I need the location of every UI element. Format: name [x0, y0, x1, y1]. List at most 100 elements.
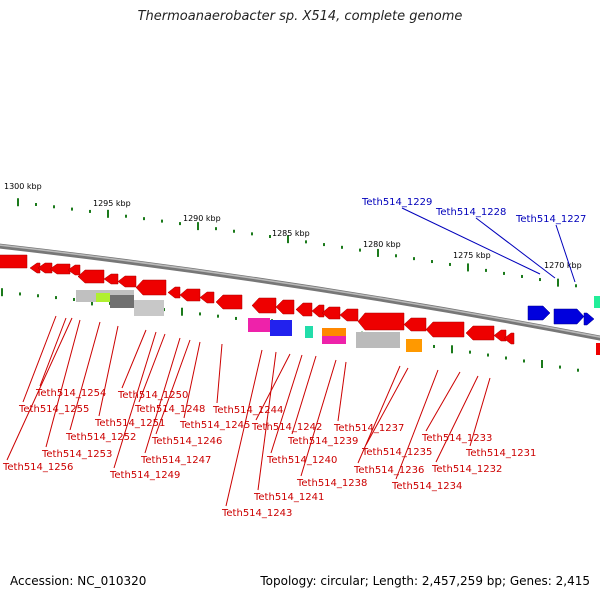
feature-block [270, 320, 292, 336]
outer-scale-ticks [17, 198, 577, 288]
label-leader [216, 343, 223, 404]
label-leader [425, 371, 461, 432]
gene-label[interactable]: Teth514_1244 [212, 405, 283, 416]
gene-arrow[interactable] [199, 291, 215, 304]
label-leader [469, 377, 491, 447]
gene-label[interactable]: Teth514_1242 [251, 422, 322, 433]
gene-arrow[interactable] [465, 325, 495, 341]
gene-arrow[interactable] [357, 312, 405, 331]
scale-label: 1285 kbp [272, 229, 310, 238]
gene-label[interactable]: Teth514_1249 [109, 470, 180, 481]
label-leader [357, 365, 401, 464]
gene-label[interactable]: Teth514_1227 [515, 214, 586, 225]
gene-label[interactable]: Teth514_1234 [391, 481, 462, 492]
gene-arrow[interactable] [339, 308, 359, 322]
gene-label[interactable]: Teth514_1231 [465, 448, 536, 459]
scale-label: 1300 kbp [4, 182, 42, 191]
gene-arrow[interactable] [49, 263, 71, 275]
accession-text: Accession: NC_010320 [10, 574, 147, 588]
scale-label: 1290 kbp [183, 214, 221, 223]
gene-label[interactable]: Teth514_1252 [65, 432, 136, 443]
label-leader [435, 375, 479, 463]
gene-label[interactable]: Teth514_1247 [140, 455, 211, 466]
gene-arrow[interactable] [275, 299, 295, 315]
scale-label: 1275 kbp [453, 251, 491, 260]
gene-arrow[interactable] [295, 302, 313, 317]
feature-block [110, 295, 134, 308]
label-leader [39, 317, 67, 387]
label-leader [337, 361, 347, 422]
gene-label[interactable]: Teth514_1229 [361, 197, 432, 208]
gene-label[interactable]: Teth514_1250 [117, 390, 188, 401]
gene-arrow[interactable] [77, 269, 105, 284]
gene-label[interactable]: Teth514_1236 [353, 465, 424, 476]
gene-arrow[interactable] [553, 308, 585, 325]
label-leader [395, 369, 439, 480]
gene-arrow[interactable] [135, 279, 167, 296]
label-leader [255, 353, 291, 421]
genome-backbone-highlight [0, 244, 600, 338]
gene-label[interactable]: Teth514_1248 [134, 404, 205, 415]
label-leader [121, 329, 147, 389]
feature-block [594, 296, 600, 308]
scale-label: 1280 kbp [363, 240, 401, 249]
scale-label: 1270 kbp [544, 261, 582, 270]
gene-label[interactable]: Teth514_1238 [296, 478, 367, 489]
gene-arrow[interactable] [527, 305, 551, 321]
gene-label[interactable]: Teth514_1251 [94, 418, 165, 429]
feature-block [406, 339, 422, 352]
gene-label[interactable]: Teth514_1239 [287, 436, 358, 447]
label-leader [225, 349, 263, 507]
gene-arrow[interactable] [583, 312, 595, 326]
gene-label[interactable]: Teth514_1228 [435, 207, 506, 218]
feature-block [305, 326, 313, 338]
gene-label[interactable]: Teth514_1240 [266, 455, 337, 466]
label-leader [183, 341, 201, 419]
scale-label: 1295 kbp [93, 199, 131, 208]
gene-arrow[interactable] [179, 288, 201, 302]
gene-arrow[interactable] [493, 329, 507, 342]
gene-label[interactable]: Teth514_1254 [35, 388, 106, 399]
label-leader [113, 331, 157, 469]
gene-arrow[interactable] [503, 332, 515, 345]
feature-block [134, 300, 164, 316]
gene-arrow[interactable] [403, 317, 427, 332]
gene-arrow[interactable] [425, 321, 465, 338]
gene-arrow[interactable] [251, 297, 277, 314]
gene-arrow[interactable] [103, 273, 119, 285]
label-leader [401, 207, 541, 275]
gene-arrow[interactable] [311, 304, 325, 318]
genome-backbone [0, 243, 600, 341]
gene-arrow[interactable] [117, 275, 137, 288]
label-leader [98, 325, 119, 417]
gene-label[interactable]: Teth514_1235 [361, 447, 432, 458]
gene-label[interactable]: Teth514_1256 [2, 462, 73, 473]
label-leader [257, 351, 277, 491]
gene-label[interactable]: Teth514_1233 [421, 433, 492, 444]
gene-arrow[interactable] [67, 264, 81, 276]
gene-label[interactable]: Teth514_1243 [221, 508, 292, 519]
gene-label[interactable]: Teth514_1253 [41, 449, 112, 460]
gene-arrow[interactable] [321, 306, 341, 320]
feature-block [356, 332, 400, 348]
gene-label[interactable]: Teth514_1245 [179, 420, 250, 431]
map-title: Thermoanaerobacter sp. X514, complete ge… [137, 9, 463, 24]
genome-summary: Topology: circular; Length: 2,457,259 bp… [260, 574, 590, 588]
gene-label[interactable]: Teth514_1255 [18, 404, 89, 415]
label-leader [138, 333, 166, 403]
label-leader [144, 337, 181, 454]
label-leader [365, 367, 409, 446]
label-leader [45, 319, 81, 448]
gene-label[interactable]: Teth514_1232 [431, 464, 502, 475]
gene-label[interactable]: Teth514_1241 [253, 492, 324, 503]
gene-label[interactable]: Teth514_1246 [151, 436, 222, 447]
scale-labels: 1300 kbp 1295 kbp 1290 kbp 1285 kbp 1280 kbp… [4, 182, 582, 270]
label-leader [155, 339, 191, 435]
gene-label[interactable]: Teth514_1237 [333, 423, 404, 434]
gene-arrow[interactable] [167, 286, 181, 299]
gene-arrow[interactable] [215, 294, 243, 310]
feature-block [322, 328, 346, 338]
gene-arrow[interactable] [0, 254, 28, 269]
